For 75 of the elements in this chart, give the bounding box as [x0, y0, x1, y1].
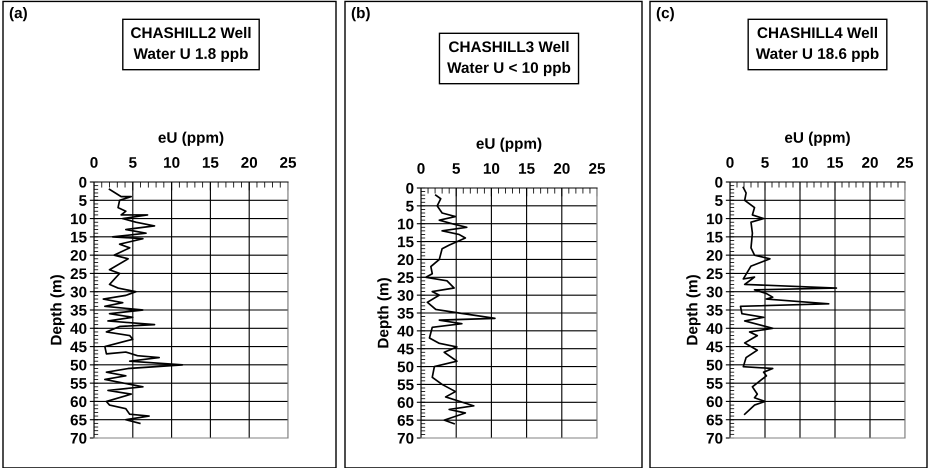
y-tick-label: 5	[406, 200, 414, 212]
y-axis-title: Depth (m)	[377, 278, 392, 348]
x-tick-label: 25	[897, 157, 914, 168]
x-axis-title: eU (ppm)	[158, 132, 224, 146]
text: (a)	[10, 7, 27, 22]
y-tick-label: 15	[707, 232, 723, 243]
y-tick-label: 30	[397, 290, 414, 301]
y-tick-label: 40	[706, 323, 722, 334]
y-tick-label: 55	[706, 378, 723, 389]
x-tick-label: 25	[280, 157, 296, 168]
x-tick-label: 5	[129, 157, 137, 168]
y-tick-label: 50	[70, 360, 86, 371]
x-tick-label: 0	[90, 157, 98, 168]
y-tick-label: 65	[70, 414, 87, 426]
y-tick-label: 10	[398, 218, 414, 230]
y-tick-label: 60	[70, 396, 86, 408]
x-tick-label: 20	[862, 157, 878, 168]
y-axis-title: Depth (m)	[686, 275, 701, 345]
y-tick-label: 0	[406, 182, 414, 194]
y-tick-label: 45	[397, 344, 414, 354]
y-tick-label: 70	[70, 432, 86, 444]
y-axis-title: Depth (m)	[50, 275, 65, 345]
y-tick-label: 0	[79, 176, 86, 188]
y-tick-label: 40	[397, 326, 414, 337]
y-tick-label: 5	[79, 195, 87, 206]
x-tick-label: 20	[554, 163, 570, 174]
y-tick-label: 65	[706, 414, 723, 426]
y-tick-label: 60	[706, 396, 722, 408]
x-axis-title: eU (ppm)	[476, 138, 542, 152]
y-tick-label: 20	[706, 250, 722, 261]
y-tick-label: 35	[397, 308, 414, 319]
y-tick-label: 70	[706, 432, 722, 444]
y-tick-label: 5	[715, 195, 723, 206]
y-tick-label: 30	[706, 286, 722, 298]
y-tick-label: 45	[706, 342, 723, 352]
y-tick-label: 35	[70, 304, 87, 316]
y-tick-label: 50	[706, 360, 722, 371]
x-tick-label: 5	[452, 163, 460, 174]
y-tick-label: 25	[70, 268, 87, 280]
y-tick-label: 45	[70, 342, 87, 352]
x-axis-title: eU (ppm)	[785, 132, 850, 146]
x-tick-label: 0	[726, 157, 734, 168]
y-tick-label: 55	[398, 379, 414, 390]
chart-title: CHASHILL4 Well Water U 18.6 ppb	[756, 26, 879, 62]
y-tick-label: 20	[398, 254, 414, 266]
y-tick-label: 0	[715, 176, 722, 188]
x-tick-label: 5	[761, 157, 769, 168]
y-tick-label: 70	[398, 432, 414, 444]
y-tick-label: 15	[398, 236, 414, 248]
y-tick-label: 15	[71, 232, 87, 243]
x-tick-label: 25	[589, 163, 606, 174]
x-tick-label: 15	[519, 163, 535, 174]
x-tick-label: 20	[241, 157, 258, 168]
chart-title: CHASHILL2 Well Water U 1.8 ppb	[131, 26, 250, 62]
y-tick-label: 50	[398, 361, 414, 372]
chart-title: CHASHILL3 Well Water U < 10 ppb	[447, 40, 570, 76]
x-tick-label: 15	[202, 157, 218, 168]
y-tick-label: 20	[70, 250, 86, 261]
x-tick-label: 10	[164, 157, 180, 168]
x-tick-label: 15	[827, 157, 844, 168]
y-tick-label: 25	[706, 268, 723, 280]
y-tick-label: 35	[706, 304, 723, 316]
x-tick-label: 0	[417, 163, 425, 174]
y-tick-label: 65	[398, 415, 414, 426]
x-tick-label: 10	[792, 157, 808, 168]
y-tick-label: 25	[398, 272, 414, 283]
y-tick-label: 10	[71, 213, 86, 224]
y-tick-label: 30	[70, 286, 86, 298]
y-tick-label: 60	[398, 397, 414, 408]
y-tick-label: 40	[70, 323, 86, 334]
x-tick-label: 10	[484, 163, 500, 174]
text: (b)	[352, 7, 370, 22]
y-tick-label: 55	[70, 378, 87, 389]
text: (c)	[656, 7, 674, 22]
y-tick-label: 10	[707, 213, 722, 224]
